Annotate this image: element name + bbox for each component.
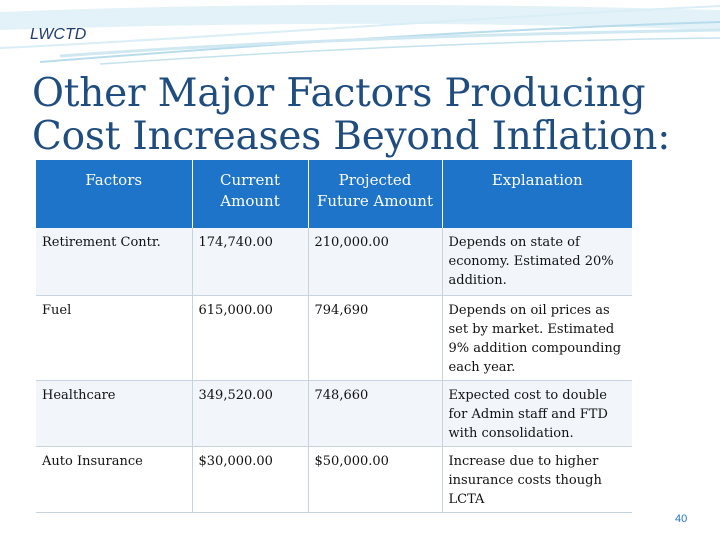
projected-amount-cell: $50,000.00 [308, 446, 443, 513]
explanation-cell: Increase due to higher insurance costs t… [442, 446, 632, 513]
current-amount-cell: $30,000.00 [192, 446, 309, 513]
current-amount-cell: 174,740.00 [192, 228, 309, 296]
explanation-cell: Depends on oil prices as set by market. … [442, 295, 632, 381]
current-amount-cell: 349,520.00 [192, 380, 309, 447]
explanation-cell: Expected cost to double for Admin staff … [442, 380, 632, 447]
column-header-projected-amount: Projected Future Amount [308, 160, 443, 228]
factor-cell: Fuel [36, 295, 193, 381]
projected-amount-cell: 210,000.00 [308, 228, 443, 296]
table-row: Fuel 615,000.00 794,690 Depends on oil p… [36, 295, 632, 381]
brand-label: LWCTD [30, 26, 87, 43]
projected-amount-cell: 794,690 [308, 295, 443, 381]
factor-cell: Healthcare [36, 380, 193, 447]
current-amount-cell: 615,000.00 [192, 295, 309, 381]
cost-factors-table: Factors Current Amount Projected Future … [36, 160, 632, 513]
explanation-cell: Depends on state of economy. Estimated 2… [442, 228, 632, 296]
slide-title: Other Major Factors Producing Cost Incre… [32, 71, 671, 159]
column-header-explanation: Explanation [442, 160, 632, 228]
page-number: 40 [675, 513, 688, 525]
column-header-current-amount: Current Amount [192, 160, 309, 228]
header-swoosh-decoration [0, 4, 720, 65]
projected-amount-cell: 748,660 [308, 380, 443, 447]
table-row: Healthcare 349,520.00 748,660 Expected c… [36, 380, 632, 447]
column-header-factors: Factors [36, 160, 193, 228]
table-header-row: Factors Current Amount Projected Future … [36, 160, 632, 228]
table-row: Retirement Contr. 174,740.00 210,000.00 … [36, 228, 632, 296]
factor-cell: Auto Insurance [36, 446, 193, 513]
factor-cell: Retirement Contr. [36, 228, 193, 296]
table-row: Auto Insurance $30,000.00 $50,000.00 Inc… [36, 446, 632, 513]
